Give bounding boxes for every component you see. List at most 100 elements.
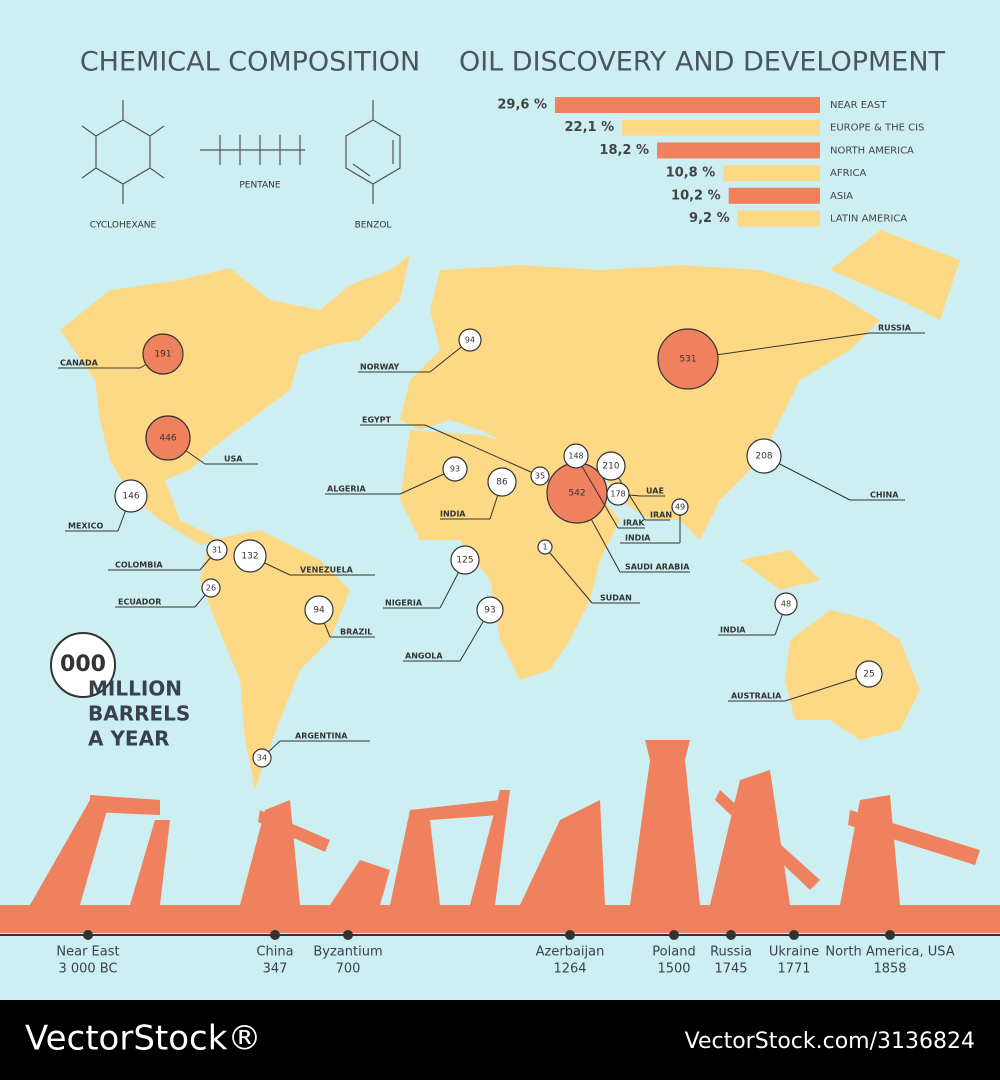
bubble — [657, 328, 719, 390]
bubble — [442, 456, 468, 482]
bubble-value: 148 — [568, 452, 583, 461]
bar — [737, 210, 820, 227]
leader-line — [575, 455, 619, 529]
country-label: INDIA — [440, 510, 466, 519]
timeline-year: 1771 — [777, 962, 810, 977]
value-label: 29,6 % — [497, 98, 547, 113]
value-label: 22,1 % — [565, 120, 615, 135]
bubble-value: 25 — [863, 670, 874, 680]
timeline-year: 1745 — [714, 962, 747, 977]
bubble-value: 446 — [159, 434, 176, 444]
country-label: IRAN — [650, 511, 672, 520]
legend-line: BARRELS — [88, 702, 190, 726]
bubble — [563, 443, 589, 469]
bubble — [774, 592, 798, 616]
category-label: EUROPE & THE CIS — [830, 123, 924, 134]
country-label: VENEZUELA — [300, 566, 354, 575]
bubble-value: 208 — [755, 452, 772, 462]
country-label: SAUDI ARABIA — [625, 563, 690, 572]
timeline-year: 700 — [336, 962, 361, 977]
watermark-brand: VectorStock® — [25, 1019, 261, 1059]
timeline-place: China — [256, 945, 293, 960]
leader-line — [544, 546, 593, 604]
value-label: 18,2 % — [599, 143, 649, 158]
timeline-year: 3 000 BC — [58, 962, 117, 977]
timeline-dot — [343, 930, 353, 940]
bubble-value: 542 — [568, 489, 585, 499]
timeline-place: Azerbaijan — [536, 945, 605, 960]
category-label: NORTH AMERICA — [830, 145, 914, 156]
category-label: AFRICA — [830, 168, 866, 179]
bubble-value: 191 — [154, 350, 171, 360]
legend-line: A YEAR — [88, 727, 169, 751]
molecule-name: BENZOL — [355, 221, 392, 231]
bubble-value: 94 — [465, 336, 475, 345]
watermark-id: VectorStock.com/3136824 — [685, 1029, 975, 1054]
country-label: IRAK — [623, 519, 645, 528]
bubble — [855, 660, 883, 688]
category-label: NEAR EAST — [830, 100, 887, 111]
bubble-value: 93 — [484, 606, 495, 616]
bar — [723, 165, 820, 182]
timeline-year: 1264 — [553, 962, 586, 977]
molecule-name: CYCLOHEXANE — [90, 221, 157, 231]
bubble — [487, 467, 517, 497]
bubble-value: 531 — [679, 355, 696, 365]
bar — [622, 119, 820, 136]
bubble-value: 1 — [542, 543, 547, 552]
bubble — [142, 333, 184, 375]
country-label: ARGENTINA — [295, 732, 348, 741]
bubble-value: 132 — [241, 552, 258, 562]
timeline-place: Poland — [652, 945, 695, 960]
bubble-value: 35 — [535, 472, 545, 481]
timeline-dot — [789, 930, 799, 940]
bar — [657, 142, 820, 159]
country-label: CHINA — [870, 491, 899, 500]
bar — [728, 187, 820, 204]
bubble-value: 49 — [675, 503, 685, 512]
bubble-value: 210 — [602, 462, 619, 472]
timeline-dot — [270, 930, 280, 940]
legend-line: MILLION — [88, 677, 182, 701]
timeline-year: 1500 — [657, 962, 690, 977]
leader-line — [687, 332, 871, 360]
chem-title: CHEMICAL COMPOSITION — [80, 47, 420, 78]
bubble — [252, 748, 272, 768]
bubble — [233, 539, 267, 573]
leader-line — [784, 673, 870, 702]
category-label: LATIN AMERICA — [830, 214, 907, 225]
bubble — [304, 595, 334, 625]
oil-rigs — [0, 740, 1000, 933]
bubble — [606, 482, 630, 506]
timeline-dot — [565, 930, 575, 940]
value-label: 10,8 % — [666, 166, 716, 181]
molecule-drawings — [81, 100, 401, 204]
timeline-place: Near East — [56, 945, 119, 960]
bubble-value: 125 — [456, 556, 473, 566]
chart-title: OIL DISCOVERY AND DEVELOPMENT — [459, 47, 946, 78]
bubble-value: 93 — [450, 465, 460, 474]
bubble-value: 26 — [206, 584, 216, 593]
country-label: COLOMBIA — [115, 561, 163, 570]
country-label: CANADA — [60, 359, 99, 368]
bubble — [671, 498, 689, 516]
timeline-dot — [885, 930, 895, 940]
bubble — [201, 578, 221, 598]
bubble-value: 48 — [781, 600, 791, 609]
country-label: SUDAN — [600, 594, 632, 603]
timeline-place: Byzantium — [313, 945, 382, 960]
bubble-value: 31 — [212, 546, 222, 555]
legend-bubble — [50, 632, 116, 698]
country-label: INDIA — [720, 626, 746, 635]
country-label: EGYPT — [362, 416, 392, 425]
bubble — [145, 415, 191, 461]
country-label: BRAZIL — [340, 628, 372, 637]
bubble-value: 146 — [122, 492, 139, 502]
country-label: UAE — [646, 487, 664, 496]
world-map — [60, 230, 960, 790]
legend-sample: 000 — [60, 652, 106, 677]
bubble — [450, 545, 480, 575]
timeline-year: 1858 — [873, 962, 906, 977]
timeline-year: 347 — [263, 962, 288, 977]
